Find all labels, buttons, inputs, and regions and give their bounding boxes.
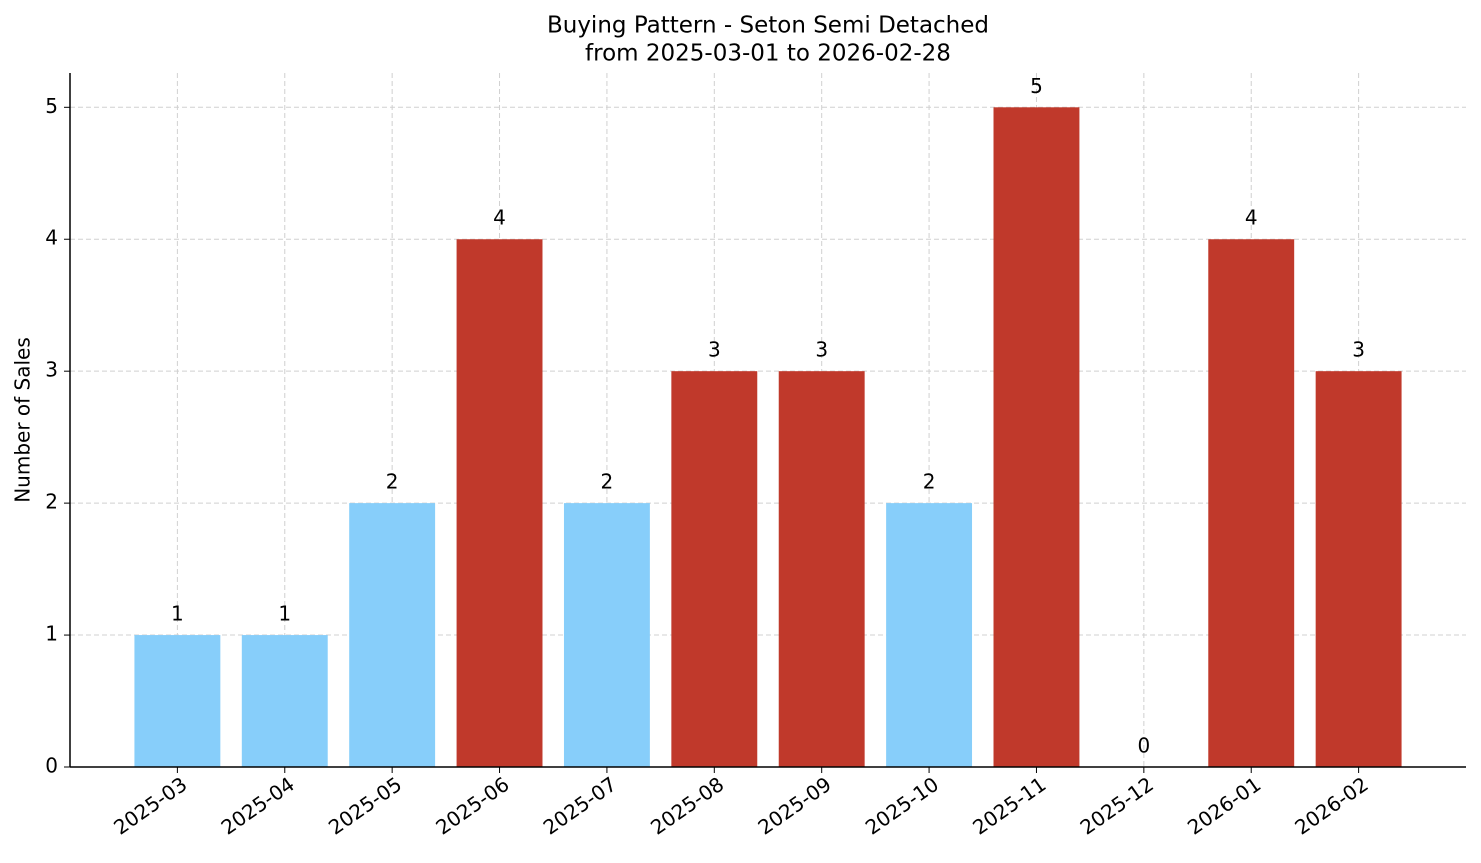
bar: [1208, 239, 1295, 767]
value-label: 2: [601, 470, 614, 494]
y-tick-label: 1: [45, 622, 58, 646]
y-tick-label: 0: [45, 754, 58, 778]
value-label: 2: [923, 470, 936, 494]
bar: [778, 371, 865, 767]
value-label: 3: [815, 338, 828, 362]
value-label: 0: [1137, 734, 1150, 758]
chart-subtitle: from 2025-03-01 to 2026-02-28: [585, 41, 951, 67]
x-tick-label: 2025-06: [431, 772, 513, 840]
x-tick-label: 2025-05: [324, 772, 406, 840]
bar: [456, 239, 543, 767]
x-tick-label: 2026-01: [1183, 772, 1265, 840]
value-label: 1: [171, 602, 184, 626]
x-tick-label: 2026-02: [1290, 772, 1372, 840]
bar: [349, 503, 436, 767]
x-tick-label: 2025-09: [753, 772, 835, 840]
value-label: 3: [708, 338, 721, 362]
bar: [1315, 371, 1402, 767]
bar: [993, 107, 1080, 767]
value-label: 3: [1352, 338, 1365, 362]
x-tick-label: 2025-04: [217, 772, 299, 840]
chart-title: Buying Pattern - Seton Semi Detached: [547, 13, 989, 39]
value-label: 4: [493, 206, 506, 230]
y-axis-label: Number of Sales: [11, 337, 35, 503]
bar: [563, 503, 650, 767]
bar: [134, 635, 221, 767]
value-label: 4: [1245, 206, 1258, 230]
x-tick-label: 2025-10: [861, 772, 943, 840]
y-tick-label: 5: [45, 94, 58, 118]
x-tick-label: 2025-08: [646, 772, 728, 840]
y-tick-label: 4: [45, 226, 58, 250]
bar: [241, 635, 328, 767]
x-tick-label: 2025-03: [109, 772, 191, 840]
x-tick-label: 2025-12: [1076, 772, 1158, 840]
x-tick-label: 2025-11: [968, 772, 1050, 840]
value-label: 1: [278, 602, 291, 626]
y-tick-label: 3: [45, 358, 58, 382]
value-label: 5: [1030, 74, 1043, 98]
value-label: 2: [386, 470, 399, 494]
y-tick-label: 2: [45, 490, 58, 514]
bar: [886, 503, 973, 767]
bar: [671, 371, 758, 767]
x-tick-label: 2025-07: [539, 772, 621, 840]
